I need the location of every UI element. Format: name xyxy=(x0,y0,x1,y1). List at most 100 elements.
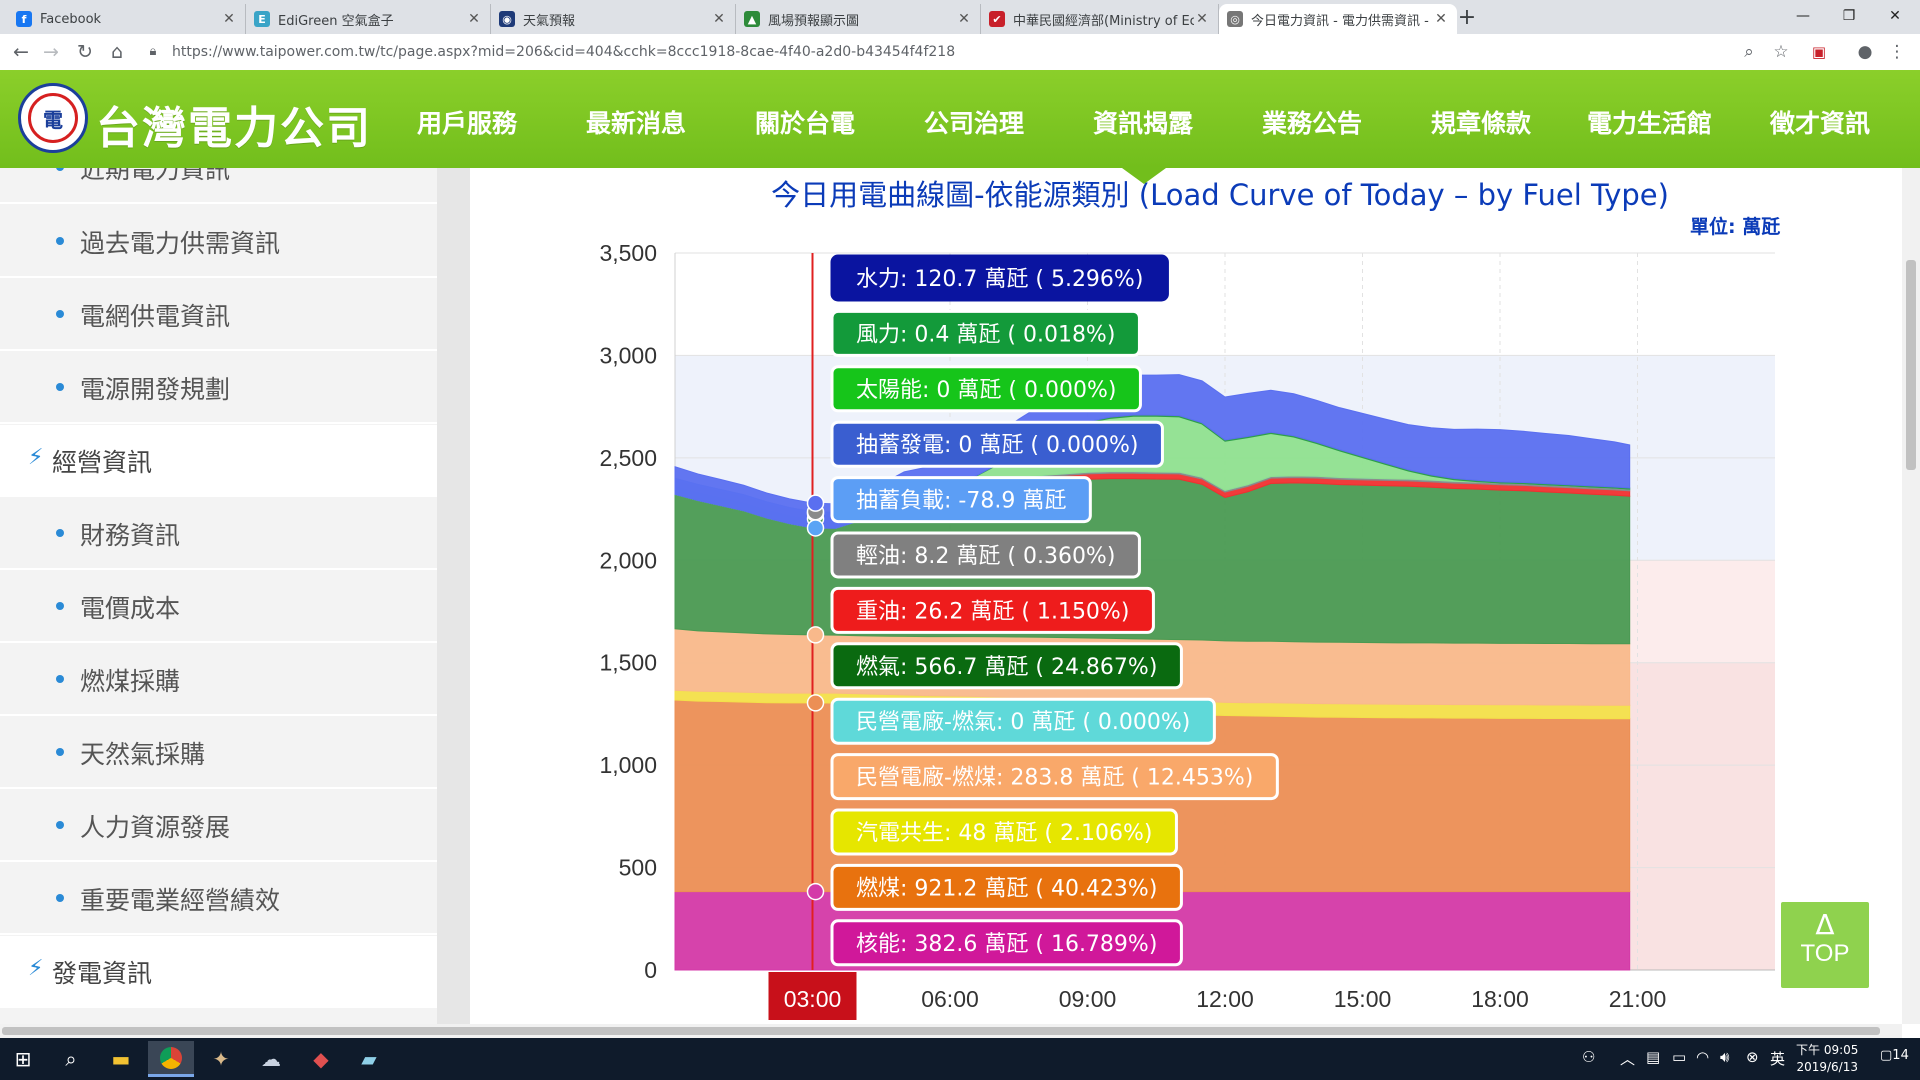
zoom-icon[interactable]: ⌕ xyxy=(1744,42,1754,62)
close-window-button[interactable]: ✕ xyxy=(1889,8,1901,24)
tooltip-text: 太陽能: 0 萬瓩 ( 0.000%) xyxy=(856,378,1116,403)
nav-user-service[interactable]: 用戶服務 xyxy=(417,109,518,138)
menu-icon[interactable]: ⋮ xyxy=(1888,42,1906,62)
sidebar-item-price-cost[interactable]: 電價成本 xyxy=(0,571,437,643)
sidebar-item-finance[interactable]: 財務資訊 xyxy=(0,498,437,570)
nav-power-life[interactable]: 電力生活館 xyxy=(1587,109,1713,138)
tray-chevron-icon[interactable]: ︿ xyxy=(1620,1050,1636,1068)
lightning-icon: ⚡︎ xyxy=(28,956,44,981)
new-tab-button[interactable]: + xyxy=(1457,5,1477,30)
tooltip-box xyxy=(830,642,1183,690)
browser-tab[interactable]: E EdiGreen 空氣盒子 ✕ xyxy=(246,4,491,34)
sidebar-item-hr[interactable]: 人力資源發展 xyxy=(0,790,437,862)
browser-tab[interactable]: ▲ 風場預報顯示圖 ✕ xyxy=(736,4,981,34)
vertical-scrollbar[interactable] xyxy=(1902,168,1920,1024)
app-icon[interactable]: ☁ xyxy=(261,1047,281,1071)
nav-about[interactable]: 關於台電 xyxy=(755,109,856,138)
nav-latest-news[interactable]: 最新消息 xyxy=(586,109,687,138)
search-icon[interactable]: ⌕ xyxy=(65,1047,77,1071)
nav-announcements[interactable]: 業務公告 xyxy=(1262,109,1363,138)
wifi-icon[interactable]: ◠ xyxy=(1696,1048,1710,1066)
sidebar-item-recent-power[interactable]: 近期電力資訊 xyxy=(0,168,437,204)
y-tick-label: 1,500 xyxy=(599,650,657,676)
home-icon[interactable]: ⌂ xyxy=(110,41,124,63)
ime-icon[interactable]: 英 xyxy=(1770,1050,1786,1068)
tooltip-box xyxy=(830,531,1141,579)
nav-careers[interactable]: 徵才資訊 xyxy=(1770,109,1871,138)
nav-governance[interactable]: 公司治理 xyxy=(924,109,1025,138)
edigreen-icon: E xyxy=(254,11,270,27)
facebook-icon: f xyxy=(16,11,32,27)
y-tick-label: 0 xyxy=(644,957,657,983)
sidebar-item-past-supply[interactable]: 過去電力供需資訊 xyxy=(0,206,437,278)
x-tick-label: 15:00 xyxy=(1334,986,1392,1012)
close-tab-icon[interactable]: ✕ xyxy=(223,11,235,27)
close-tab-icon[interactable]: ✕ xyxy=(468,11,480,27)
x-highlight-box xyxy=(768,972,857,1020)
back-to-top-button[interactable]: Δ TOP xyxy=(1781,902,1869,988)
close-tab-icon[interactable]: ✕ xyxy=(958,11,970,27)
scroll-thumb[interactable] xyxy=(1906,260,1916,470)
people-icon[interactable]: ⚇ xyxy=(1582,1048,1596,1066)
minimize-button[interactable]: — xyxy=(1796,8,1810,24)
maximize-button[interactable]: ❐ xyxy=(1842,8,1856,24)
close-tab-icon[interactable]: ✕ xyxy=(1435,11,1447,27)
tooltip-item: 重油: 26.2 萬瓩 ( 1.150%) xyxy=(830,586,1155,634)
battery-icon[interactable]: ▭ xyxy=(1672,1048,1687,1066)
extension-icon[interactable]: ▣ xyxy=(1811,43,1827,61)
sidebar-item-coal-purchase[interactable]: 燃煤採購 xyxy=(0,644,437,716)
address-bar[interactable]: https://www.taipower.com.tw/tc/page.aspx… xyxy=(172,44,956,60)
sidebar-item-development-plan[interactable]: 電源開發規劃 xyxy=(0,352,437,424)
app-icon[interactable]: ✦ xyxy=(212,1047,230,1071)
top-label: TOP xyxy=(1800,940,1850,967)
close-tab-icon[interactable]: ✕ xyxy=(1196,11,1208,27)
reload-icon[interactable]: ↻ xyxy=(77,41,93,63)
content-gutter xyxy=(437,168,470,1024)
nav-regulations[interactable]: 規章條款 xyxy=(1431,109,1532,138)
sidebar-section-business[interactable]: ⚡︎ 經營資訊 xyxy=(0,425,437,497)
windows-taskbar: ⊞ ⌕ ▬ ✦ ☁ ◆ ▰ ⚇ ︿ ▤ ▭ ◠ 🔊︎ ⊗ 英 下午 09:05 … xyxy=(0,1038,1920,1080)
browser-tab[interactable]: f Facebook ✕ xyxy=(8,4,246,34)
tab-title: EdiGreen 空氣盒子 xyxy=(278,13,394,29)
load-curve-chart[interactable]: 0 500 1,000 1,500 2,000 2,500 3,000 3,500 03:00 0… xyxy=(470,168,1902,1024)
x-tick-label: 18:00 xyxy=(1471,986,1529,1012)
lock-icon[interactable]: 🔒︎ xyxy=(149,44,157,59)
scroll-thumb[interactable] xyxy=(2,1027,1880,1035)
site-logo-text[interactable]: 台灣電力公司 xyxy=(96,103,372,154)
taipower-logo-icon[interactable]: 電 xyxy=(18,83,88,153)
app-icon[interactable]: ◆ xyxy=(313,1047,329,1071)
profile-icon[interactable]: ● xyxy=(1857,42,1873,62)
app-icon[interactable]: ▰ xyxy=(361,1047,377,1071)
volume-icon[interactable]: 🔊︎ xyxy=(1720,1048,1730,1066)
nav-disclosure[interactable]: 資訊揭露 xyxy=(1093,109,1194,138)
system-clock[interactable]: 下午 09:05 2019/6/13 xyxy=(1796,1042,1858,1076)
y-tick-label: 2,500 xyxy=(599,445,657,471)
tooltip-text: 民營電廠-燃氣: 0 萬瓩 ( 0.000%) xyxy=(856,710,1190,735)
forward-icon[interactable]: → xyxy=(43,41,59,63)
chrome-icon[interactable] xyxy=(148,1041,194,1077)
browser-tab[interactable]: ✔ 中華民國經濟部(Ministry of Eco ✕ xyxy=(981,4,1219,34)
network-icon[interactable]: ▤ xyxy=(1646,1048,1661,1066)
sidebar-item-grid-supply[interactable]: 電網供電資訊 xyxy=(0,279,437,351)
back-icon[interactable]: ← xyxy=(13,41,29,63)
sidebar-item-performance[interactable]: 重要電業經營績效 xyxy=(0,863,437,935)
notification-center-icon[interactable]: ▢14 xyxy=(1880,1048,1909,1063)
tooltip-item: 燃煤: 921.2 萬瓩 ( 40.423%) xyxy=(830,863,1183,911)
tooltip-box xyxy=(830,420,1164,468)
tooltip-item: 核能: 382.6 萬瓩 ( 16.789%) xyxy=(830,919,1183,967)
sidebar-section-generation[interactable]: ⚡︎ 發電資訊 xyxy=(0,936,437,1008)
horizontal-scrollbar[interactable] xyxy=(0,1024,1902,1038)
close-tab-icon[interactable]: ✕ xyxy=(713,11,725,27)
hover-marker xyxy=(806,494,825,512)
browser-tab[interactable]: ◎ 今日電力資訊 - 電力供需資訊 - 臺 ✕ xyxy=(1219,4,1457,34)
browser-tab-strip: f Facebook ✕ E EdiGreen 空氣盒子 ✕ ◉ 天氣預報 ✕ ▲ 風場預報顯示圖 ✕… xyxy=(0,0,1920,34)
chart-unit: 單位: 萬瓩 xyxy=(1690,216,1781,238)
file-explorer-icon[interactable]: ▬ xyxy=(111,1047,131,1071)
windows-start-icon[interactable]: ⊞ xyxy=(14,1047,32,1071)
ime-icon[interactable]: ⊗ xyxy=(1746,1048,1759,1066)
tooltip-box xyxy=(830,753,1279,801)
clock-time: 下午 09:05 xyxy=(1796,1043,1859,1057)
bookmark-star-icon[interactable]: ☆ xyxy=(1773,42,1789,62)
sidebar-item-gas-purchase[interactable]: 天然氣採購 xyxy=(0,717,437,789)
browser-tab[interactable]: ◉ 天氣預報 ✕ xyxy=(491,4,736,34)
